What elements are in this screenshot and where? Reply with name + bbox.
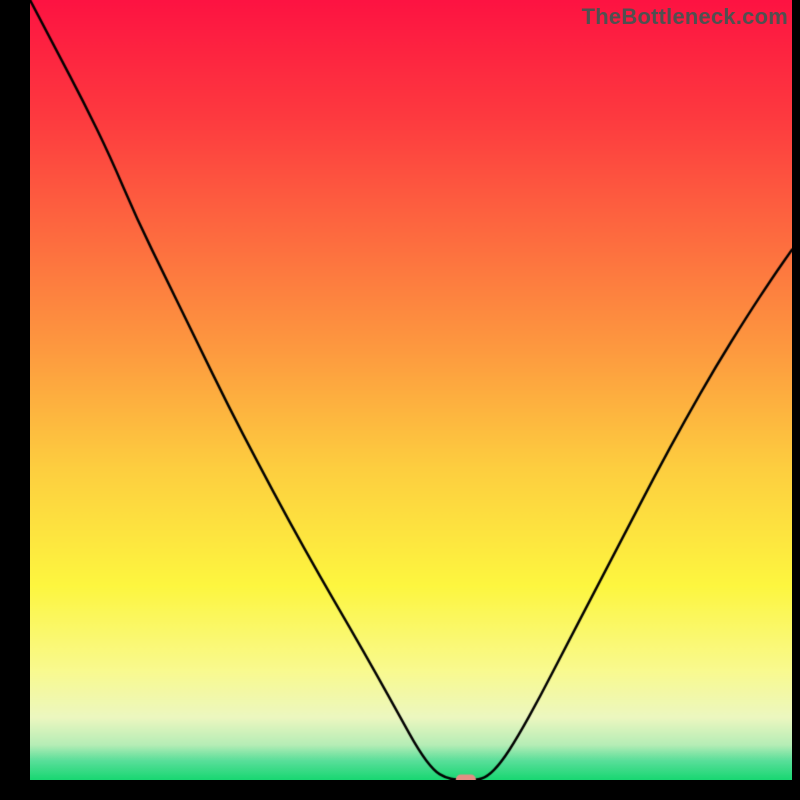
frame-border-right [792,0,800,800]
bottleneck-curve [0,0,800,800]
chart-root: TheBottleneck.com [0,0,800,800]
watermark-text: TheBottleneck.com [582,4,788,30]
frame-border-bottom [0,780,800,800]
frame-border-left [0,0,30,800]
